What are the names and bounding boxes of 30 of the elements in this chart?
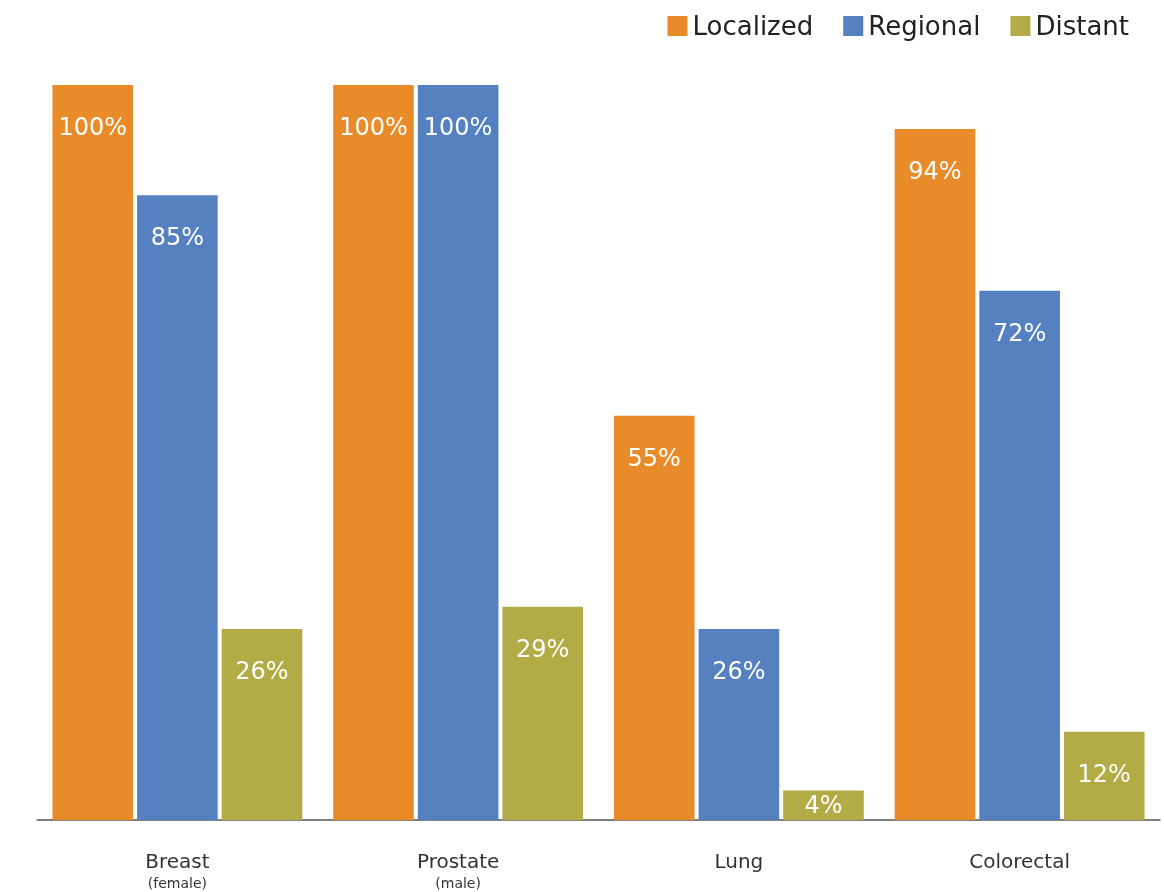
x-tick-label: Lung [714, 849, 764, 873]
data-label: 4% [804, 791, 843, 820]
x-tick-label: Colorectal [969, 849, 1070, 873]
bar [333, 85, 414, 820]
bar [417, 85, 499, 820]
legend-label: Distant [1035, 11, 1129, 41]
data-label: 12% [1077, 759, 1131, 788]
data-label: 26% [235, 656, 289, 685]
bar [979, 290, 1060, 820]
bar [698, 628, 780, 820]
bar [221, 628, 303, 820]
data-label: 55% [627, 443, 681, 472]
bar [1063, 731, 1145, 820]
data-label: 100% [58, 113, 128, 141]
data-label: 94% [908, 157, 962, 186]
data-label: 72% [992, 318, 1047, 347]
data-label: 29% [516, 634, 570, 663]
x-tick-label: Breast (female) [145, 849, 210, 891]
bar [502, 606, 584, 820]
bar [52, 85, 134, 820]
legend-label: Regional [868, 11, 981, 41]
data-label: 85% [150, 223, 205, 252]
data-label: 100% [423, 113, 493, 141]
legend-label: Localized [692, 11, 814, 41]
x-tick-label: Prostate (male) [416, 849, 500, 891]
bar [613, 415, 695, 820]
data-label: 100% [339, 113, 408, 141]
bar [137, 195, 218, 820]
data-label: 26% [712, 656, 766, 685]
bar [894, 129, 976, 820]
